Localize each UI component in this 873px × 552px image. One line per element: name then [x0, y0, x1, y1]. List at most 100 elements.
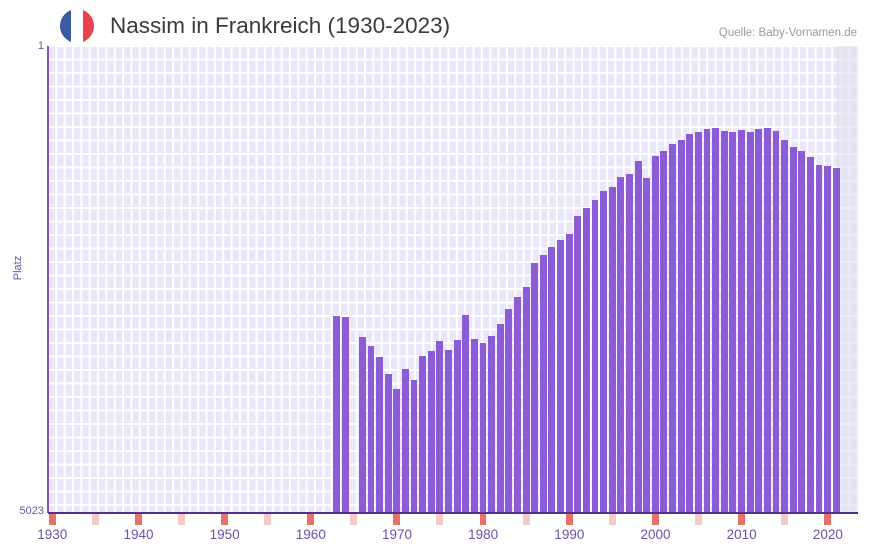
- bar: [755, 128, 763, 513]
- bar: [712, 127, 720, 513]
- x-axis-tick-label: 1940: [123, 527, 154, 542]
- flag-white-band: [71, 9, 83, 43]
- bar: [531, 262, 539, 513]
- bar: [651, 155, 659, 513]
- x-tick-major: [651, 514, 659, 525]
- x-tick-minor: [781, 514, 789, 525]
- bar: [479, 342, 487, 513]
- bar: [522, 286, 530, 513]
- bar: [798, 151, 806, 513]
- x-tick-minor: [91, 514, 99, 525]
- bar: [626, 174, 633, 513]
- bar: [686, 134, 694, 513]
- x-tick-minor: [522, 514, 530, 525]
- bar: [763, 127, 771, 513]
- x-tick-minor: [264, 514, 271, 525]
- x-axis-tick-label: 1980: [468, 527, 499, 542]
- bar: [643, 177, 651, 513]
- bar: [591, 200, 599, 513]
- bar: [410, 379, 418, 513]
- x-tick-major: [307, 514, 315, 525]
- x-tick-minor: [608, 514, 616, 525]
- bar-series: [48, 46, 858, 513]
- bar: [427, 350, 435, 513]
- x-tick-major: [738, 514, 745, 525]
- bar: [781, 139, 789, 513]
- x-axis-tick-label: 1970: [381, 527, 413, 542]
- bar: [333, 315, 340, 513]
- no-data-region: [836, 46, 858, 513]
- x-tick-major: [565, 514, 573, 525]
- x-axis-tick-label: 1930: [37, 527, 68, 542]
- bar: [376, 357, 384, 513]
- x-axis-line: [48, 512, 858, 514]
- x-tick-major: [393, 514, 401, 525]
- bar: [341, 317, 349, 513]
- bar: [617, 177, 625, 513]
- bar: [436, 340, 444, 513]
- bar: [720, 130, 728, 513]
- bar: [393, 389, 401, 513]
- bar: [746, 132, 754, 513]
- bar: [694, 132, 702, 513]
- bar: [401, 368, 409, 513]
- x-tick-minor: [350, 514, 358, 525]
- bar: [367, 346, 375, 513]
- bar: [565, 233, 573, 513]
- bar: [539, 255, 547, 513]
- x-axis-tick-label: 2000: [640, 527, 671, 542]
- y-axis-tick-top: 1: [37, 40, 44, 52]
- x-axis-tick-label: 1950: [209, 527, 240, 542]
- x-axis-tick-label: 2010: [726, 527, 757, 542]
- bar: [445, 350, 452, 513]
- bar: [703, 128, 711, 513]
- bar: [634, 161, 642, 513]
- x-tick-major: [479, 514, 487, 525]
- x-axis-tick-label: 1960: [295, 527, 326, 542]
- bar: [384, 374, 392, 513]
- bar: [660, 151, 668, 513]
- bar: [470, 338, 478, 513]
- bar: [514, 296, 521, 513]
- x-tick-minor: [177, 514, 185, 525]
- bar: [582, 207, 590, 513]
- x-axis-tick-label: 2020: [812, 527, 843, 542]
- bar: [453, 339, 461, 513]
- bar: [806, 156, 814, 513]
- x-tick-major: [48, 514, 56, 525]
- bar: [358, 336, 366, 513]
- french-flag-icon: [60, 9, 94, 43]
- bar: [815, 164, 823, 513]
- bar: [488, 336, 496, 513]
- x-tick-minor: [436, 514, 444, 525]
- bar: [824, 165, 832, 513]
- bar: [496, 323, 504, 513]
- bar: [832, 167, 840, 513]
- y-axis-tick-bottom: 5023: [19, 505, 44, 517]
- chart-title: Nassim in Frankreich (1930-2023): [110, 13, 451, 38]
- x-axis-tick-label: 1990: [554, 527, 585, 542]
- plot-area: [48, 46, 858, 513]
- x-tick-major: [134, 514, 142, 525]
- bar: [772, 131, 780, 513]
- source-attribution: Quelle: Baby-Vornamen.de: [718, 27, 857, 39]
- x-axis-tick-band: [48, 514, 858, 525]
- bar: [608, 187, 616, 513]
- y-axis-line: [47, 46, 49, 513]
- bar: [729, 132, 737, 513]
- x-tick-major: [824, 514, 832, 525]
- bar: [789, 147, 797, 513]
- x-tick-major: [221, 514, 228, 525]
- bar: [548, 246, 556, 513]
- bar: [738, 129, 745, 513]
- flag-red-band: [82, 9, 94, 43]
- bar: [669, 144, 676, 513]
- bar: [677, 139, 685, 513]
- x-tick-minor: [694, 514, 702, 525]
- bar: [462, 314, 470, 513]
- flag-blue-band: [60, 9, 72, 43]
- bar: [419, 355, 427, 513]
- y-axis-title: Platz: [12, 255, 24, 281]
- bar: [505, 309, 513, 513]
